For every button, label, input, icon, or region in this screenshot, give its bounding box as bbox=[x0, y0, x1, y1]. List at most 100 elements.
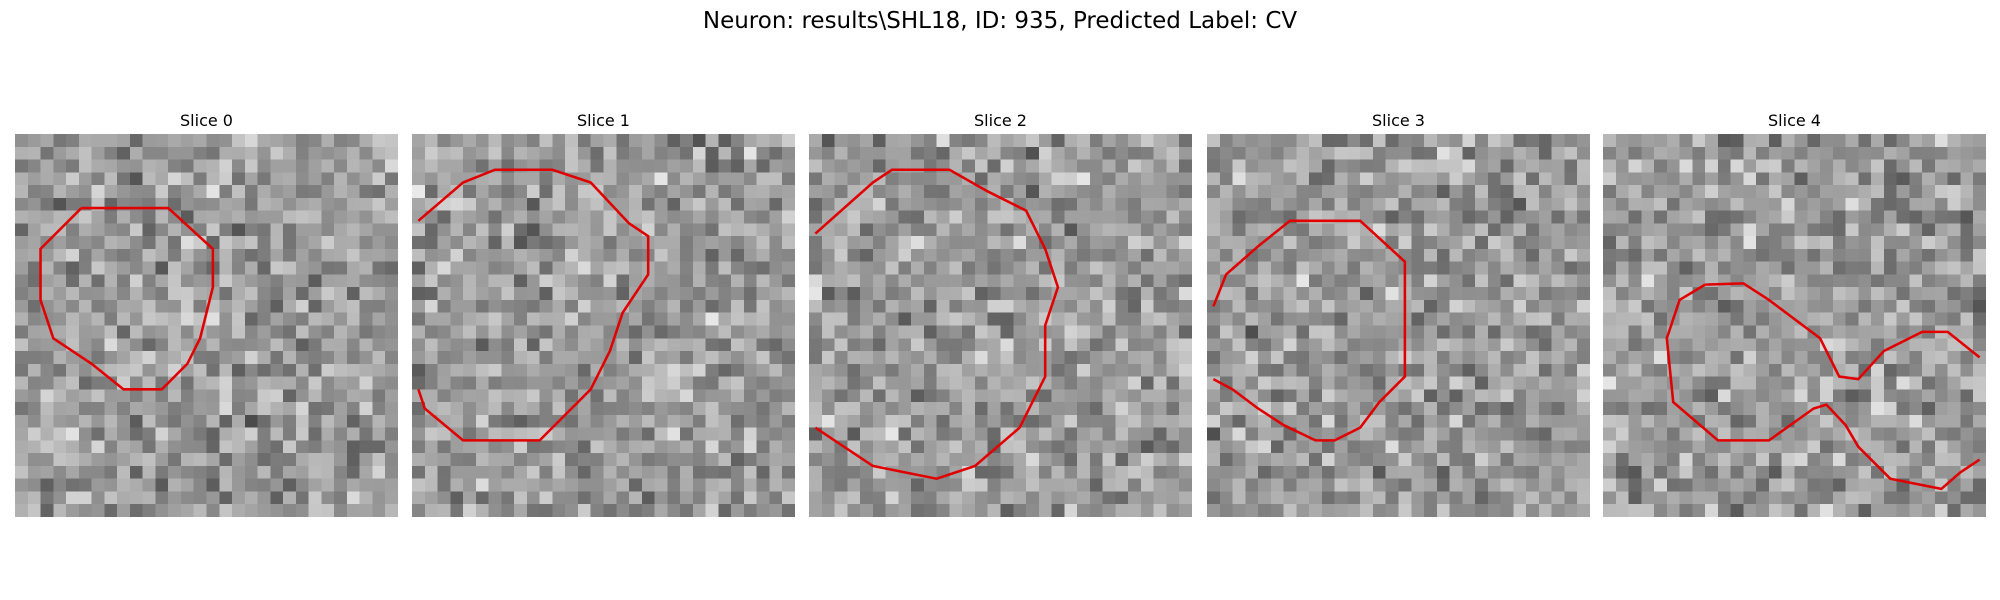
pixel bbox=[1615, 440, 1630, 454]
pixel bbox=[27, 287, 42, 301]
pixel bbox=[295, 274, 310, 288]
pixel bbox=[1781, 134, 1796, 148]
pixel bbox=[53, 159, 67, 173]
pixel bbox=[1179, 402, 1192, 416]
pixel bbox=[1064, 504, 1078, 517]
pixel bbox=[936, 299, 951, 314]
pixel bbox=[1832, 504, 1847, 517]
pixel bbox=[654, 478, 668, 493]
pixel bbox=[1743, 376, 1757, 390]
pixel bbox=[1077, 146, 1091, 161]
pixel bbox=[590, 185, 605, 199]
pixel bbox=[885, 312, 900, 327]
pixel bbox=[654, 248, 668, 263]
pixel bbox=[346, 223, 361, 237]
pixel bbox=[1692, 159, 1706, 173]
pixel bbox=[1832, 236, 1847, 250]
pixel bbox=[1756, 248, 1770, 263]
pixel bbox=[847, 159, 861, 173]
pixel bbox=[334, 185, 348, 199]
pixel bbox=[15, 274, 29, 288]
pixel bbox=[1832, 478, 1847, 493]
pixel bbox=[372, 197, 386, 212]
pixel bbox=[949, 197, 963, 212]
pixel bbox=[654, 287, 668, 301]
pixel bbox=[155, 325, 169, 339]
pixel bbox=[1500, 146, 1515, 161]
pixel bbox=[295, 491, 310, 505]
pixel bbox=[1794, 261, 1808, 276]
pixel bbox=[1807, 172, 1821, 186]
pixel bbox=[463, 363, 477, 378]
pixel bbox=[987, 299, 1002, 314]
pixel bbox=[1577, 504, 1590, 517]
pixel bbox=[1013, 312, 1027, 327]
pixel bbox=[1960, 274, 1974, 288]
pixel bbox=[91, 287, 106, 301]
pixel bbox=[308, 210, 323, 225]
pixel bbox=[809, 236, 823, 250]
pixel bbox=[180, 223, 195, 237]
pixel bbox=[283, 299, 297, 314]
pixel bbox=[680, 440, 694, 454]
pixel bbox=[1845, 210, 1859, 225]
pixel bbox=[1654, 210, 1668, 225]
pixel bbox=[270, 185, 284, 199]
pixel bbox=[860, 134, 874, 148]
pixel bbox=[1013, 236, 1027, 250]
pixel bbox=[692, 504, 707, 517]
pixel bbox=[821, 440, 836, 454]
pixel bbox=[1270, 389, 1285, 403]
pixel bbox=[1603, 376, 1617, 390]
pixel bbox=[1666, 223, 1681, 237]
pixel bbox=[91, 261, 106, 276]
pixel bbox=[283, 427, 297, 442]
pixel bbox=[1000, 376, 1014, 390]
pixel bbox=[257, 478, 271, 493]
pixel bbox=[1385, 465, 1400, 480]
pixel bbox=[1820, 210, 1834, 225]
pixel bbox=[450, 504, 464, 517]
pixel bbox=[385, 261, 398, 276]
pixel bbox=[1832, 185, 1847, 199]
pixel bbox=[219, 351, 233, 365]
pixel bbox=[1666, 134, 1681, 148]
pixel bbox=[180, 338, 195, 352]
pixel bbox=[206, 465, 220, 480]
pixel bbox=[1960, 210, 1974, 225]
pixel bbox=[1475, 146, 1489, 161]
pixel bbox=[1883, 351, 1898, 365]
pixel bbox=[1858, 504, 1872, 517]
pixel bbox=[501, 402, 515, 416]
pixel bbox=[1909, 172, 1923, 186]
pixel bbox=[962, 504, 976, 517]
pixel bbox=[1909, 351, 1923, 365]
pixel bbox=[923, 312, 938, 327]
pixel bbox=[15, 159, 29, 173]
pixel bbox=[270, 159, 284, 173]
pixel bbox=[1717, 414, 1732, 429]
pixel bbox=[1781, 236, 1796, 250]
pixel bbox=[155, 274, 169, 288]
pixel bbox=[718, 376, 732, 390]
pixel bbox=[501, 248, 515, 263]
pixel bbox=[232, 504, 246, 517]
pixel bbox=[1232, 465, 1246, 480]
pixel bbox=[359, 491, 374, 505]
pixel bbox=[1487, 427, 1502, 442]
pixel bbox=[1296, 351, 1310, 365]
pixel bbox=[1603, 402, 1617, 416]
pixel bbox=[1026, 172, 1040, 186]
pixel bbox=[1577, 338, 1590, 352]
pixel bbox=[1768, 134, 1783, 148]
pixel bbox=[949, 414, 963, 429]
pixel bbox=[1166, 453, 1180, 467]
pixel bbox=[412, 312, 426, 327]
pixel bbox=[1692, 453, 1706, 467]
pixel bbox=[809, 402, 823, 416]
pixel bbox=[283, 465, 297, 480]
pixel bbox=[450, 351, 464, 365]
pixel bbox=[1411, 274, 1425, 288]
pixel bbox=[142, 478, 157, 493]
pixel bbox=[1705, 325, 1719, 339]
